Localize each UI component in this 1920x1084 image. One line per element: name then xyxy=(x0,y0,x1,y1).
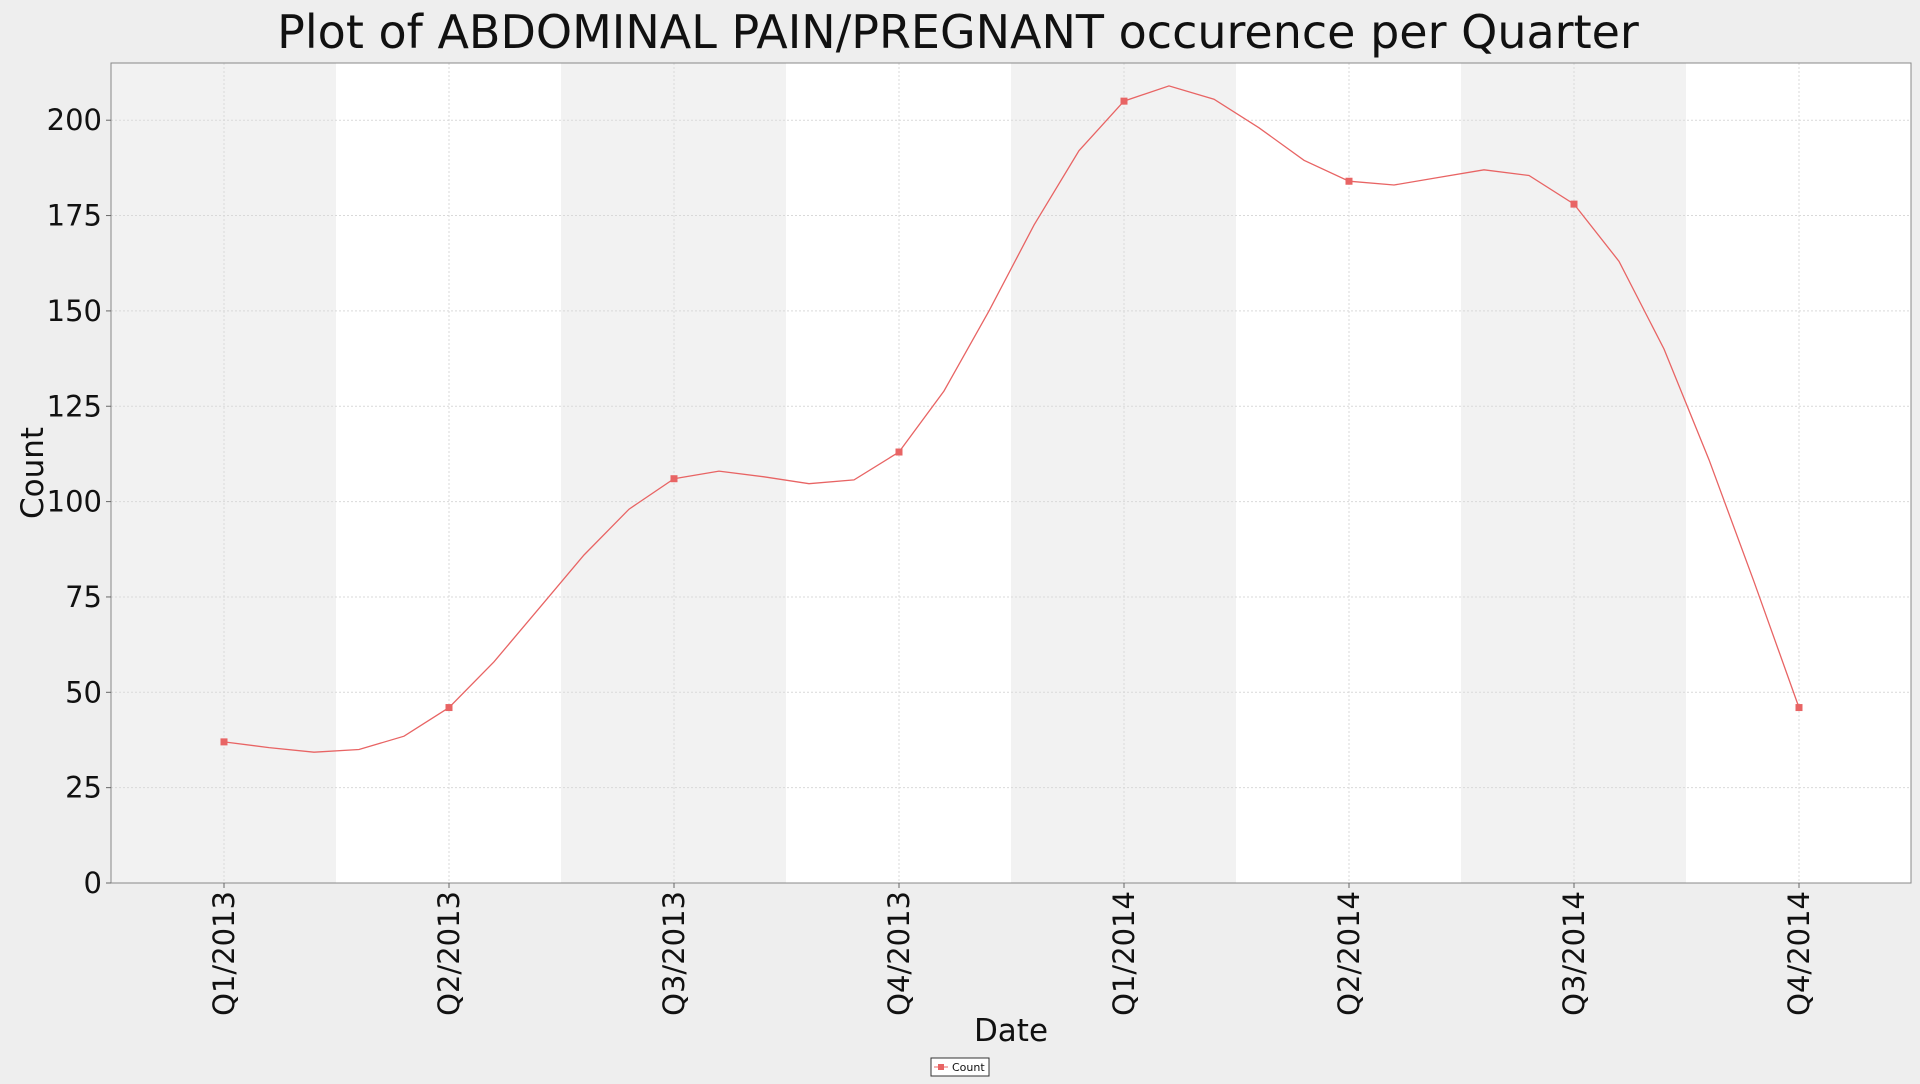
x-tick-label: Q4/2013 xyxy=(882,891,916,1016)
plot-frame xyxy=(110,62,1912,884)
data-point-marker xyxy=(220,738,228,746)
x-tick-label: Q3/2013 xyxy=(657,891,691,1016)
data-point-marker xyxy=(445,704,453,712)
background-bands xyxy=(111,63,1911,883)
x-tick-label: Q4/2014 xyxy=(1782,891,1816,1016)
y-tick-label: 175 xyxy=(47,199,102,233)
y-axis-label: Count xyxy=(15,427,51,519)
y-tick-label: 150 xyxy=(47,294,102,328)
legend-marker-swatch xyxy=(938,1064,944,1070)
y-tick-label: 200 xyxy=(47,103,102,137)
data-point-marker xyxy=(895,448,903,456)
data-point-marker xyxy=(1795,704,1803,712)
data-point-marker xyxy=(1345,177,1353,185)
legend-box xyxy=(930,1057,990,1077)
y-tick-label: 100 xyxy=(47,485,102,519)
data-point-marker xyxy=(1570,200,1578,208)
legend: Count xyxy=(930,1057,990,1077)
series-line-count xyxy=(223,85,1800,753)
x-tick-label: Q1/2013 xyxy=(207,891,241,1016)
legend-label: Count xyxy=(952,1061,985,1074)
y-tick-label: 50 xyxy=(65,675,102,709)
y-tick-label: 0 xyxy=(84,866,102,900)
x-tick-label: Q3/2014 xyxy=(1557,891,1591,1016)
series-layer xyxy=(220,85,1803,753)
x-axis-ticks: Q1/2013 Q2/2013 Q3/2013 Q4/2013 Q1/2014 Q2/20… xyxy=(207,883,1816,1016)
chart-title: Plot of ABDOMINAL PAIN/PREGNANT occurenc… xyxy=(277,5,1639,59)
y-axis-ticks: 0 25 50 75 100 125 150 175 200 xyxy=(47,103,111,900)
x-tick-label: Q2/2014 xyxy=(1332,891,1366,1016)
y-tick-label: 25 xyxy=(65,771,102,805)
y-tick-label: 125 xyxy=(47,389,102,423)
x-tick-label: Q2/2013 xyxy=(432,891,466,1016)
x-tick-label: Q1/2014 xyxy=(1107,891,1141,1016)
data-point-marker xyxy=(670,475,678,483)
y-tick-label: 75 xyxy=(65,580,102,614)
x-axis-label: Date xyxy=(974,1013,1048,1049)
data-point-marker xyxy=(1120,97,1128,105)
